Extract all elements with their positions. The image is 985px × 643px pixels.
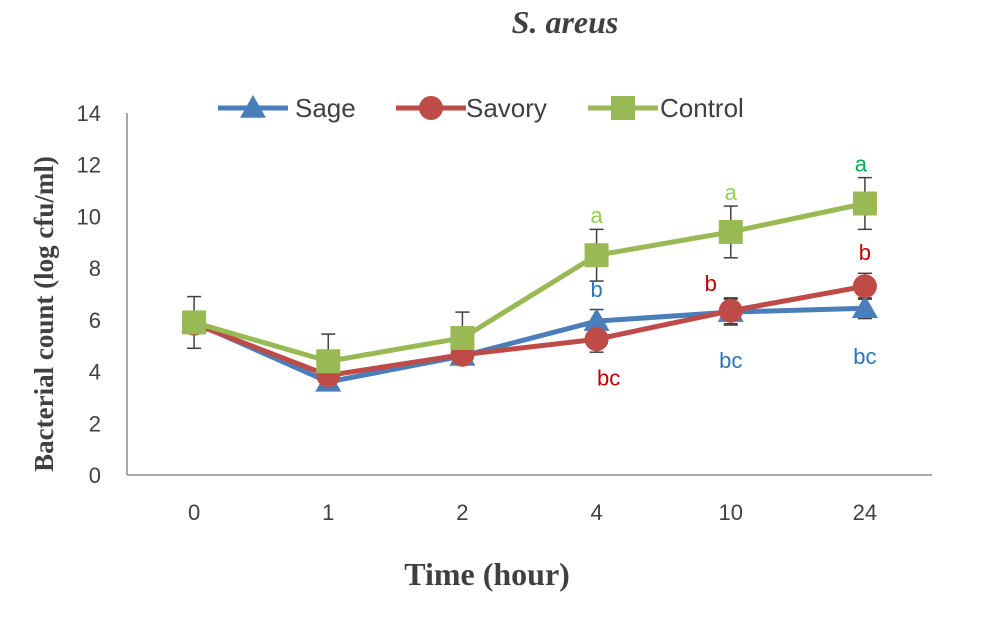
significance-label: b <box>859 240 871 265</box>
legend-label: Sage <box>295 93 356 123</box>
significance-label: bc <box>853 344 876 369</box>
data-point <box>852 274 877 299</box>
y-tick-label: 10 <box>77 204 101 229</box>
significance-label: b <box>705 271 717 296</box>
series-sage <box>181 295 878 392</box>
x-tick-label: 0 <box>188 500 200 525</box>
significance-label: b <box>590 277 602 302</box>
significance-label: bc <box>597 365 620 390</box>
significance-label: a <box>725 180 738 205</box>
legend-item-sage: Sage <box>218 93 356 123</box>
y-tick-label: 2 <box>89 411 101 436</box>
legend-item-control: Control <box>588 93 744 123</box>
series-line <box>193 283 866 378</box>
legend-item-savory: Savory <box>396 93 547 123</box>
y-axis-title: Bacterial count (log cfu/ml) <box>29 156 59 472</box>
x-tick-label: 1 <box>322 500 334 525</box>
data-point <box>584 327 609 352</box>
y-tick-label: 14 <box>77 101 101 126</box>
x-axis-title: Time (hour) <box>404 556 570 592</box>
y-tick-label: 0 <box>89 463 101 488</box>
legend-marker <box>611 96 635 120</box>
data-point <box>718 298 743 323</box>
significance-label: bc <box>719 348 742 373</box>
significance-label: a <box>590 203 603 228</box>
data-point <box>583 308 610 331</box>
legend: Sage Savory Control <box>218 93 744 123</box>
y-tick-label: 6 <box>89 308 101 333</box>
data-point <box>450 325 475 350</box>
series-control <box>182 191 877 374</box>
x-tick-label: 2 <box>456 500 468 525</box>
chart-title: S. areus <box>512 4 619 40</box>
data-point <box>852 191 877 216</box>
y-tick-label: 12 <box>77 153 101 178</box>
data-point <box>584 243 609 268</box>
legend-label: Savory <box>466 93 547 123</box>
data-point <box>182 310 207 335</box>
y-tick-label: 8 <box>89 256 101 281</box>
x-tick-label: 4 <box>590 500 602 525</box>
series-line <box>193 201 866 364</box>
data-point <box>316 349 341 374</box>
data-point <box>718 219 743 244</box>
legend-marker <box>240 95 266 118</box>
legend-label: Control <box>660 93 744 123</box>
significance-label: a <box>855 152 868 177</box>
data-point <box>851 295 878 318</box>
x-tick-label: 24 <box>853 500 877 525</box>
series-savory <box>182 274 877 388</box>
y-tick-label: 4 <box>89 360 101 385</box>
series-line <box>193 305 865 385</box>
x-tick-label: 10 <box>719 500 743 525</box>
legend-marker <box>419 96 443 120</box>
